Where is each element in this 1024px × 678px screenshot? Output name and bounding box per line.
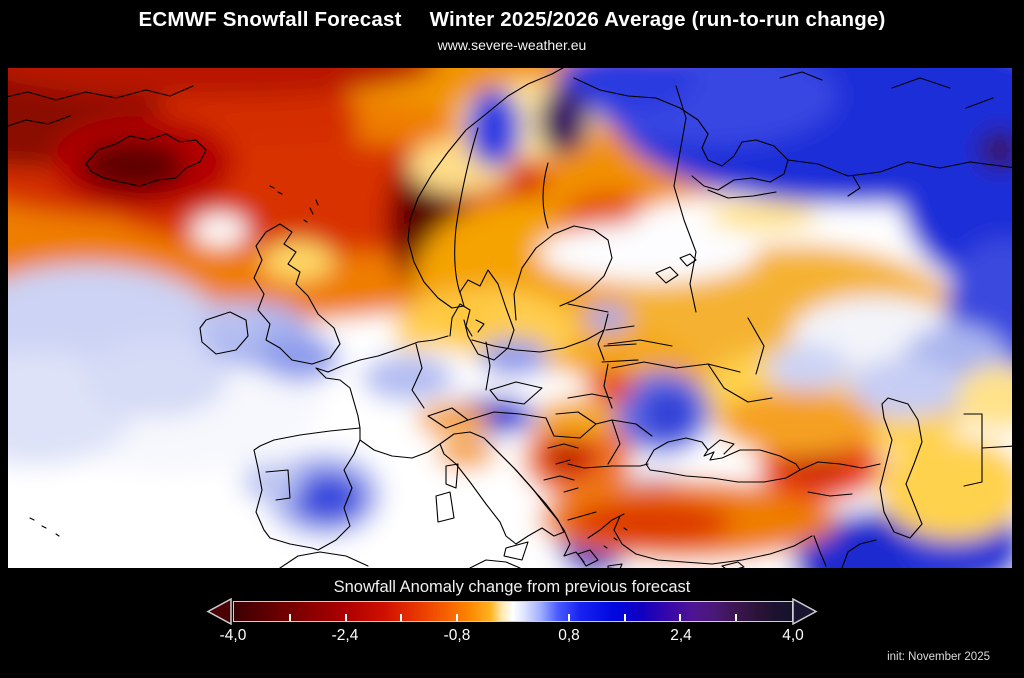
colorbar-minor-tick [400, 614, 403, 621]
anomaly-field [8, 68, 1012, 568]
colorbar-tick-label: 2,4 [670, 627, 692, 644]
colorbar-tick-label: -4,0 [219, 627, 247, 644]
colorbar-minor-tick [344, 614, 347, 621]
colorbar-minor-tick [512, 614, 514, 621]
colorbar-extend-right-arrow-icon [792, 598, 818, 625]
colorbar-minor-tick [735, 614, 738, 621]
colorbar-tick-label: 4,0 [782, 627, 804, 644]
coastlines-and-borders [8, 68, 1012, 568]
colorbar-tick-label: -2,4 [331, 627, 359, 644]
colorbar-tick-label: -0,8 [443, 627, 471, 644]
forecast-map [8, 68, 1012, 568]
snowfall-anomaly-map [8, 68, 1012, 568]
title-product: ECMWF Snowfall Forecast [138, 8, 402, 31]
title-period: Winter 2025/2026 Average (run-to-run cha… [429, 8, 886, 31]
colorbar-extend-left-arrow-icon [206, 598, 232, 625]
colorbar-tick-labels: -4,0 -2,4 -0,8 0,8 2,4 4,0 [220, 627, 804, 647]
source-website: www.severe-weather.eu [437, 37, 587, 53]
colorbar-title: Snowfall Anomaly change from previous fo… [333, 578, 691, 596]
colorbar-minor-tick [623, 614, 626, 621]
colorbar-minor-tick [679, 614, 682, 621]
colorbar-minor-tick [456, 614, 459, 621]
colorbar-tick-label: 0,8 [558, 627, 580, 644]
colorbar [233, 601, 793, 622]
colorbar-minor-tick [567, 614, 570, 621]
colorbar-minor-tick [288, 614, 291, 621]
init-date-label: init: November 2025 [887, 651, 990, 663]
page-title: ECMWF Snowfall Forecast Winter 2025/2026… [0, 8, 1024, 32]
